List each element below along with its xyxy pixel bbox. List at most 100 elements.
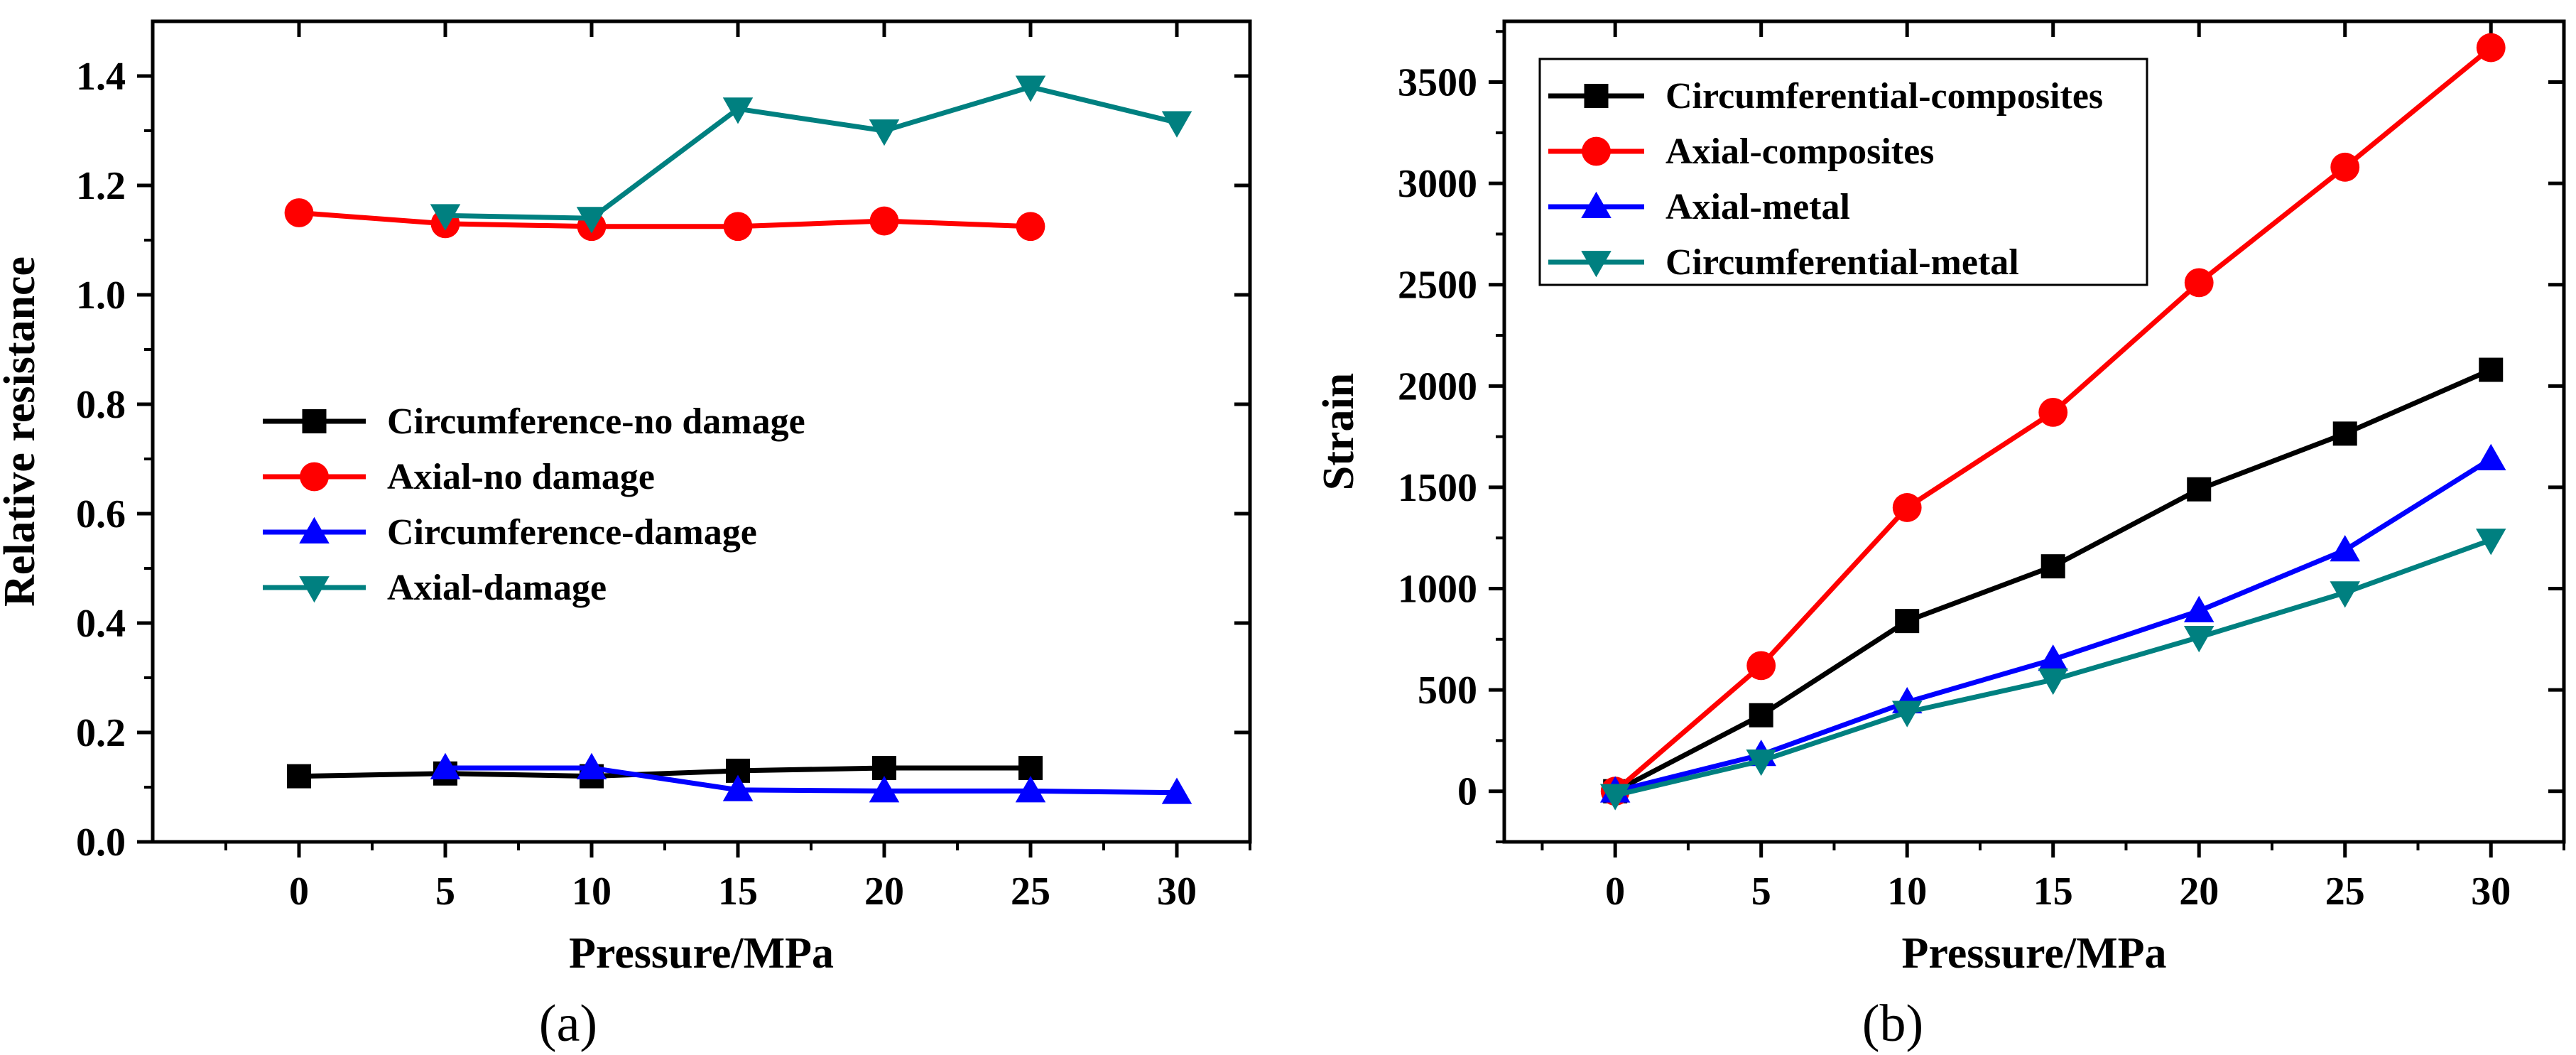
legend-label: Axial-damage	[387, 568, 607, 608]
legend-marker	[302, 409, 327, 433]
data-point	[2330, 152, 2360, 182]
x-tick-label: 20	[864, 870, 904, 914]
x-tick-label: 10	[572, 870, 612, 914]
x-tick-label: 25	[1011, 870, 1050, 914]
x-axis-label: Pressure/MPa	[569, 929, 834, 978]
y-tick-label: 3500	[1398, 61, 1477, 105]
series-line	[298, 210, 1031, 229]
y-tick-label: 1000	[1398, 568, 1477, 612]
data-point	[869, 776, 900, 803]
legend-marker	[299, 576, 330, 603]
data-point	[576, 207, 607, 234]
y-tick-label: 0.0	[76, 821, 126, 865]
legend-label: Axial-composites	[1665, 131, 1934, 172]
data-point	[2183, 595, 2214, 622]
panel-label: (a)	[539, 995, 597, 1053]
y-tick-label: 1.0	[76, 274, 126, 318]
data-point	[1746, 749, 1776, 777]
data-point	[2476, 33, 2506, 63]
legend: Circumference-no damage Axial-no damage Ci…	[263, 401, 805, 608]
data-point	[2479, 357, 2504, 382]
chart-panel-a: 0 5 10 15 20 25 30 0.0 0.2 0.4 0.6 0.8 1.0 1.2 1.4 Pres…	[0, 19, 1252, 1053]
x-tick-label: 30	[2471, 870, 2511, 914]
data-point	[2475, 443, 2506, 470]
data-point	[723, 212, 753, 242]
x-tick-label: 0	[289, 870, 309, 914]
data-point	[1161, 777, 1192, 804]
legend: Circumferential-composites Axial-composit…	[1538, 58, 2148, 286]
x-tick-label: 15	[2033, 870, 2073, 914]
series-line	[1614, 457, 2493, 794]
data-point	[1015, 75, 1046, 102]
data-point	[2332, 421, 2357, 446]
data-point	[1749, 703, 1773, 727]
panel-label: (b)	[1862, 995, 1923, 1053]
x-tick-label: 5	[1751, 870, 1771, 914]
data-point	[430, 752, 461, 779]
data-point	[1599, 784, 1631, 811]
x-tick-label: 20	[2179, 870, 2219, 914]
data-point	[722, 97, 754, 124]
legend-marker	[1581, 251, 1612, 278]
series-axial-damage	[430, 75, 1192, 234]
y-tick-label: 2500	[1398, 264, 1477, 308]
series-line	[1614, 367, 2492, 794]
y-tick-label: 1.4	[76, 55, 126, 99]
y-tick-label: 0.4	[76, 602, 126, 646]
data-point	[1892, 493, 1922, 522]
x-tick-label: 0	[1605, 870, 1625, 914]
series-line	[445, 765, 1178, 796]
data-point	[2038, 668, 2068, 696]
data-point	[1015, 776, 1046, 803]
data-point	[869, 119, 900, 146]
data-point	[722, 774, 754, 801]
y-tick-label: 0.2	[76, 711, 126, 755]
data-point	[284, 198, 314, 227]
series-circumference-damage	[430, 752, 1192, 804]
y-axis-label: Relative resistance	[0, 256, 44, 607]
series-axial-metal	[1599, 443, 2506, 803]
data-point	[576, 752, 607, 779]
data-point	[1016, 212, 1045, 242]
data-point	[2475, 529, 2506, 556]
series-line	[445, 84, 1178, 221]
y-tick-label: 0.8	[76, 383, 126, 427]
data-point	[1891, 700, 1923, 727]
x-tick-label: 5	[435, 870, 455, 914]
data-point	[869, 206, 899, 236]
series-line	[298, 765, 1031, 779]
series-circumferential-metal	[1599, 529, 2506, 811]
legend-label: Circumferential-composites	[1665, 76, 2103, 117]
data-point	[1161, 111, 1192, 138]
legend-label: Axial-no damage	[387, 457, 655, 497]
y-tick-label: 1.2	[76, 164, 126, 208]
series-circumference-no-damage	[287, 756, 1043, 789]
legend-label: Circumference-no damage	[387, 401, 805, 442]
y-tick-label: 3000	[1398, 162, 1477, 206]
legend-marker	[1582, 136, 1611, 166]
y-tick-label: 2000	[1398, 364, 1477, 409]
x-tick-label: 15	[718, 870, 758, 914]
x-tick-label: 30	[1157, 870, 1197, 914]
chart-panel-b: 0 5 10 15 20 25 30 0 500 1000 1500 2000 2500 3000 3500…	[1315, 19, 2566, 1053]
legend-marker	[299, 516, 330, 543]
plot-frame	[151, 19, 1252, 844]
y-tick-label: 1500	[1398, 466, 1477, 510]
data-point	[2040, 554, 2065, 579]
data-point	[2184, 268, 2214, 298]
data-point	[2183, 626, 2214, 653]
series-axial-no-damage	[284, 198, 1045, 242]
data-point	[1895, 609, 1920, 634]
legend-label: Axial-metal	[1665, 187, 1850, 227]
plot-frame	[1502, 19, 2566, 844]
legend-label: Circumferential-metal	[1665, 242, 2019, 283]
legend-marker	[300, 462, 329, 492]
data-point	[1746, 651, 1776, 681]
legend-marker	[1581, 191, 1612, 218]
y-tick-label: 0.6	[76, 492, 126, 536]
legend-label: Circumference-damage	[387, 512, 757, 553]
data-point	[2330, 535, 2360, 562]
data-point	[2330, 581, 2360, 608]
data-point	[430, 204, 461, 231]
